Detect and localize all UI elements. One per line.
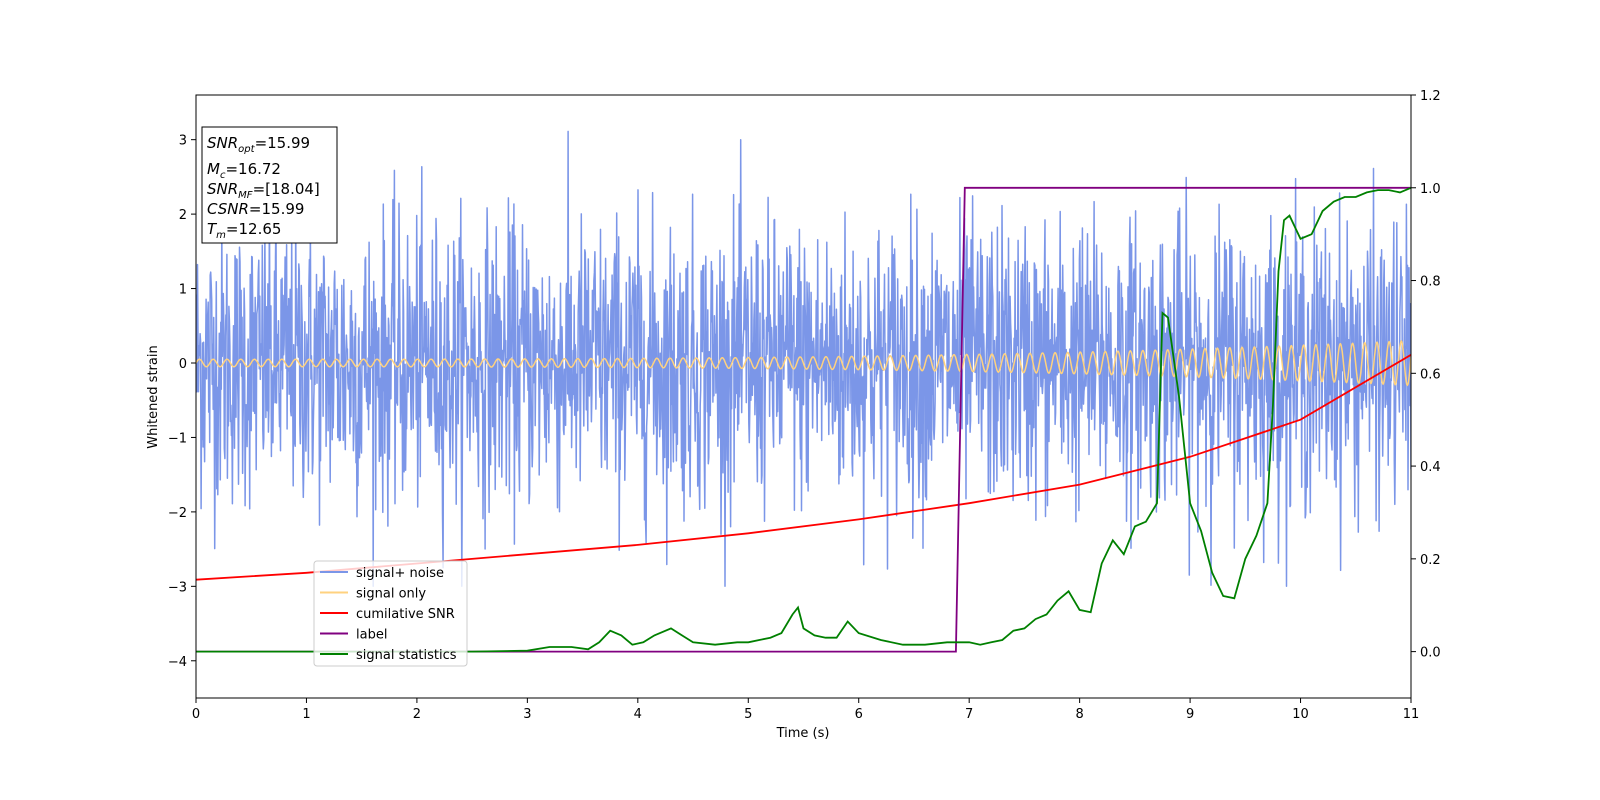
y2-tick-label: 0.4 xyxy=(1420,460,1441,475)
series-label-line xyxy=(196,186,1411,653)
legend-label: signal+ noise xyxy=(356,566,444,581)
y2-axis-ticks: 1.2 1.0 0.8 0.6 0.4 0.2 0.0 xyxy=(1411,89,1441,661)
legend-label: signal only xyxy=(356,587,426,602)
y2-tick-label: 0.0 xyxy=(1420,646,1441,661)
info-box-frame xyxy=(201,126,338,244)
y-tick-label: −1 xyxy=(168,431,187,446)
y-tick-label: 0 xyxy=(179,357,187,372)
legend-label: label xyxy=(356,628,387,643)
y2-tick-label: 0.2 xyxy=(1420,553,1441,568)
x-axis-label: Time (s) xyxy=(776,726,830,741)
x-tick-label: 9 xyxy=(1186,707,1194,722)
y-tick-label: 1 xyxy=(179,283,187,298)
y2-tick-label: 1.0 xyxy=(1420,182,1441,197)
x-tick-label: 4 xyxy=(634,707,642,722)
x-tick-label: 2 xyxy=(413,707,421,722)
snr-opt-text: SNRopt=15.99 xyxy=(207,134,310,155)
y2-tick-label: 1.2 xyxy=(1420,89,1441,104)
x-tick-label: 7 xyxy=(965,707,973,722)
csnr-text: CSNR=15.99 xyxy=(207,200,304,218)
x-tick-label: 5 xyxy=(744,707,752,722)
series-signal-only-line xyxy=(196,339,1411,387)
tm-text: Tm=12.65 xyxy=(207,220,281,241)
x-tick-label: 10 xyxy=(1292,707,1309,722)
y2-tick-label: 0.6 xyxy=(1420,367,1441,382)
x-tick-label: 0 xyxy=(192,707,200,722)
mc-text: Mc=16.72 xyxy=(207,160,281,181)
snr-mf-text: SNRMF=[18.04] xyxy=(207,180,320,201)
y2-tick-label: 0.8 xyxy=(1420,275,1441,290)
x-axis-ticks: 0 1 2 3 4 5 6 7 8 9 10 11 xyxy=(192,698,1419,722)
legend-label: signal statistics xyxy=(356,648,457,663)
y-tick-label: 2 xyxy=(179,208,187,223)
x-tick-label: 3 xyxy=(523,707,531,722)
x-tick-label: 1 xyxy=(302,707,310,722)
legend-frame xyxy=(313,560,468,667)
plot-frame xyxy=(195,94,1412,699)
x-tick-label: 8 xyxy=(1075,707,1083,722)
y-tick-label: −2 xyxy=(168,506,187,521)
y-tick-label: 3 xyxy=(179,134,187,149)
info-box: SNRopt=15.99 Mc=16.72 SNRMF=[18.04] CSNR… xyxy=(201,126,338,244)
y-axis-ticks: 3 2 1 0 −1 −2 −3 −4 xyxy=(168,134,196,670)
x-tick-label: 11 xyxy=(1403,707,1420,722)
legend-label: cumilative SNR xyxy=(356,607,455,622)
y-tick-label: −3 xyxy=(168,580,187,595)
legend: signal+ noise signal only cumilative SNR la… xyxy=(313,560,468,667)
series-signal-statistics-line xyxy=(196,186,1411,653)
x-tick-label: 6 xyxy=(855,707,863,722)
y-tick-label: −4 xyxy=(168,655,187,670)
y-axis-label: Whitened strain xyxy=(146,345,161,448)
